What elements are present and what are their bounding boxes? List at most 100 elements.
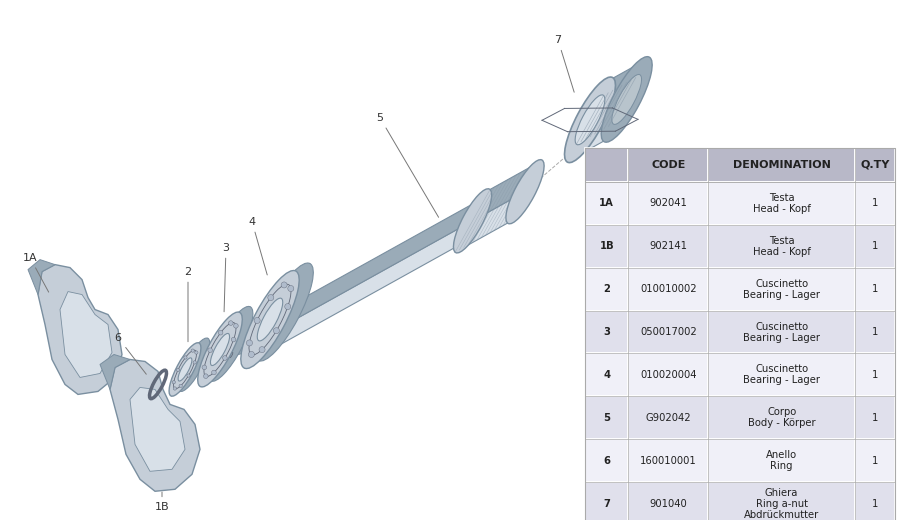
Ellipse shape [510,167,540,217]
Ellipse shape [234,324,238,328]
Text: 902041: 902041 [650,198,688,208]
Text: 1: 1 [872,456,878,466]
Text: 010020004: 010020004 [640,370,697,380]
Text: DENOMINATION: DENOMINATION [733,160,831,170]
Bar [628,148,708,182]
Bar [585,482,628,521]
Ellipse shape [187,374,190,377]
Ellipse shape [191,349,194,352]
Polygon shape [130,388,185,472]
Polygon shape [100,354,130,389]
Polygon shape [201,307,250,387]
Bar [708,311,855,353]
Text: Testa: Testa [769,193,795,203]
Ellipse shape [219,330,223,335]
Text: Abdrückmutter: Abdrückmutter [744,510,819,520]
Ellipse shape [178,358,192,381]
Ellipse shape [222,356,227,361]
Text: 1B: 1B [155,492,169,512]
Bar [585,353,628,396]
Bar [855,311,895,353]
Ellipse shape [612,75,642,125]
Text: G902042: G902042 [645,413,691,423]
Bar [855,268,895,311]
Polygon shape [243,313,299,353]
Bar [628,311,708,353]
Ellipse shape [247,340,253,346]
Ellipse shape [208,306,253,381]
Ellipse shape [281,282,287,288]
Text: 160010001: 160010001 [640,456,697,466]
Text: Ghiera: Ghiera [765,488,798,498]
Bar [855,353,895,396]
Bar [708,182,855,225]
Text: Cuscinetto: Cuscinetto [755,321,808,331]
Bar [855,148,895,182]
Bar [628,353,708,396]
Ellipse shape [288,286,293,292]
Ellipse shape [259,346,266,353]
Text: 1: 1 [872,284,878,294]
Ellipse shape [203,374,208,378]
Ellipse shape [248,352,255,357]
Bar [585,396,628,439]
Ellipse shape [173,387,176,390]
Bar [708,482,855,521]
Ellipse shape [230,352,233,357]
Text: 7: 7 [554,35,574,92]
Bar [855,225,895,268]
Bar [628,439,708,482]
Bar [855,182,895,225]
Polygon shape [472,160,543,221]
Ellipse shape [284,304,291,309]
Text: Head - Kopf: Head - Kopf [752,204,811,214]
Bar [708,225,855,268]
Ellipse shape [274,328,279,334]
Bar [585,148,895,521]
Text: 1: 1 [872,413,878,423]
Ellipse shape [268,294,274,301]
Text: 1A: 1A [599,198,614,208]
Ellipse shape [254,317,260,324]
Text: CODE: CODE [651,160,686,170]
Polygon shape [282,192,525,344]
Text: Testa: Testa [769,235,795,245]
Text: 1: 1 [872,327,878,337]
Polygon shape [590,57,650,120]
Polygon shape [295,167,538,319]
Text: 5: 5 [376,113,438,217]
Polygon shape [455,192,525,252]
Ellipse shape [229,321,233,326]
Bar [708,268,855,311]
Text: 902141: 902141 [649,241,688,251]
Ellipse shape [176,368,180,371]
Text: Ring: Ring [770,461,793,472]
Text: Ring a-nut: Ring a-nut [756,499,807,509]
Text: 5: 5 [603,413,610,423]
Polygon shape [60,292,112,377]
Bar [585,268,628,311]
Bar [585,439,628,482]
Text: 2: 2 [184,267,192,342]
Text: Cuscinetto: Cuscinetto [755,279,808,289]
Text: 4: 4 [248,217,267,275]
Polygon shape [38,265,122,394]
Text: 1: 1 [872,198,878,208]
Ellipse shape [506,159,544,224]
Bar [855,482,895,521]
Bar [628,482,708,521]
Bar [585,182,628,225]
Ellipse shape [257,298,283,341]
Polygon shape [244,264,310,368]
Text: 1A: 1A [22,253,49,292]
Text: 3: 3 [222,243,230,312]
Ellipse shape [194,351,198,354]
Text: 901040: 901040 [650,499,688,509]
Bar [628,182,708,225]
Ellipse shape [231,337,236,342]
Text: 050017002: 050017002 [640,327,697,337]
Polygon shape [28,259,55,294]
Text: 2: 2 [603,284,610,294]
Text: 1: 1 [872,241,878,251]
Bar [708,439,855,482]
